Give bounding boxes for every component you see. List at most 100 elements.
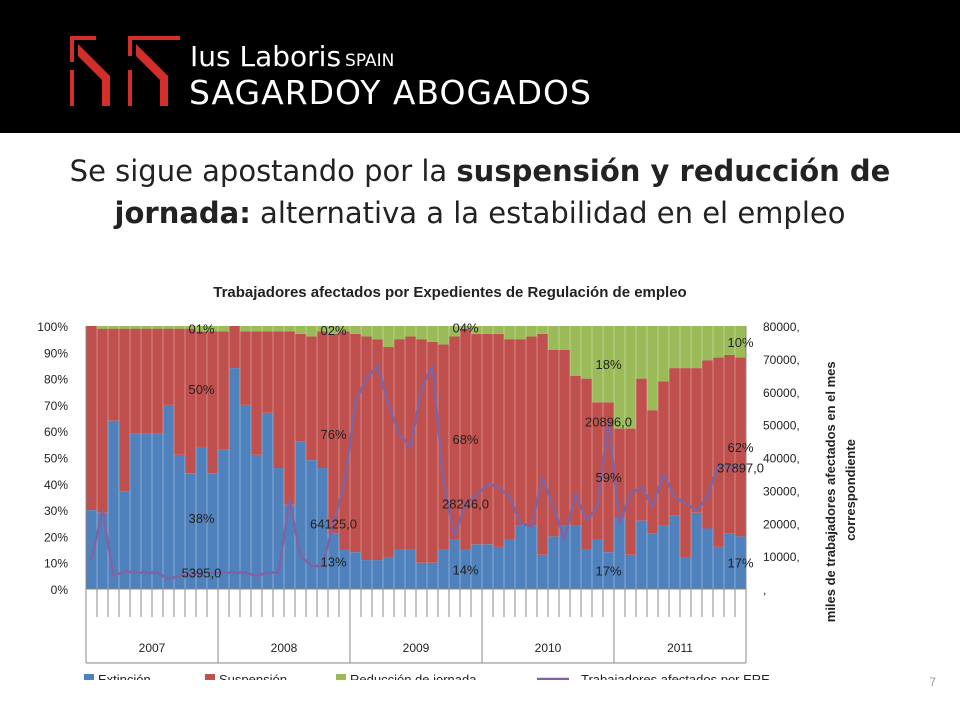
bar-reduccion bbox=[174, 326, 185, 329]
bar-suspension bbox=[581, 378, 592, 550]
legend-label: Reducción de jornada bbox=[350, 672, 477, 680]
bar-reduccion bbox=[581, 326, 592, 379]
y-left-tick-label: 60% bbox=[44, 425, 68, 439]
y-right-tick-label: 60000, bbox=[763, 386, 800, 400]
bar-reduccion bbox=[284, 326, 295, 332]
bar-suspension bbox=[702, 360, 713, 529]
bar-reduccion bbox=[152, 326, 163, 329]
bar-suspension bbox=[724, 354, 735, 534]
bar-reduccion bbox=[482, 326, 493, 334]
bar-suspension bbox=[306, 336, 317, 461]
bar-suspension bbox=[97, 328, 108, 513]
bar-suspension bbox=[207, 331, 218, 474]
bar-suspension bbox=[625, 428, 636, 555]
bar-suspension bbox=[152, 328, 163, 434]
bar-reduccion bbox=[735, 326, 746, 358]
chart-title: Trabajadores afectados por Expedientes d… bbox=[213, 284, 686, 301]
bar-extincion bbox=[185, 473, 196, 589]
bar-suspension bbox=[262, 331, 273, 413]
bar-reduccion bbox=[526, 326, 537, 337]
y-right-tick-label: 80000, bbox=[763, 320, 800, 334]
bar-extincion bbox=[427, 562, 438, 589]
legend-swatch-suspension bbox=[205, 674, 215, 680]
bar-reduccion bbox=[350, 326, 361, 334]
y-left-tick-label: 90% bbox=[44, 346, 68, 360]
bar-suspension bbox=[108, 328, 119, 421]
bar-reduccion bbox=[383, 326, 394, 348]
bar-extincion bbox=[570, 525, 581, 589]
bar-reduccion bbox=[548, 326, 559, 350]
bar-suspension bbox=[383, 347, 394, 558]
bar-reduccion bbox=[658, 326, 669, 382]
data-label: 01% bbox=[188, 322, 214, 337]
y-right-tick-label: , bbox=[763, 583, 766, 597]
bar-extincion bbox=[537, 554, 548, 589]
bar-extincion bbox=[251, 454, 262, 589]
x-year-label: 2011 bbox=[667, 641, 693, 655]
bar-suspension bbox=[185, 328, 196, 474]
bar-extincion bbox=[339, 549, 350, 589]
bar-extincion bbox=[460, 549, 471, 589]
bar-extincion bbox=[658, 525, 669, 589]
x-year-label: 2007 bbox=[139, 641, 166, 655]
bar-reduccion bbox=[416, 326, 427, 340]
bar-extincion bbox=[372, 560, 383, 589]
bar-reduccion bbox=[669, 326, 680, 369]
bar-extincion bbox=[152, 433, 163, 589]
bar-extincion bbox=[515, 525, 526, 589]
bar-reduccion bbox=[537, 326, 548, 334]
legend-swatch-reduccion bbox=[336, 674, 346, 680]
bar-suspension bbox=[460, 328, 471, 550]
bar-reduccion bbox=[306, 326, 317, 337]
bar-reduccion bbox=[493, 326, 504, 334]
bar-extincion bbox=[361, 560, 372, 589]
bar-reduccion bbox=[119, 326, 130, 329]
bar-reduccion bbox=[647, 326, 658, 411]
brand-ius-laboris: Ius Laboris SPAIN bbox=[190, 40, 394, 73]
y-right-tick-label: 70000, bbox=[763, 353, 800, 367]
bar-reduccion bbox=[218, 326, 229, 332]
y-left-tick-label: 30% bbox=[44, 504, 68, 518]
bar-suspension bbox=[372, 339, 383, 561]
bar-suspension bbox=[218, 331, 229, 450]
data-label: 13% bbox=[320, 554, 346, 569]
bar-reduccion bbox=[339, 326, 350, 332]
y-right-label-line2: correspondiente bbox=[843, 439, 858, 541]
bar-reduccion bbox=[515, 326, 526, 340]
bar-extincion bbox=[702, 528, 713, 589]
bar-reduccion bbox=[405, 326, 416, 337]
data-label: 04% bbox=[452, 320, 478, 335]
bar-suspension bbox=[141, 328, 152, 434]
data-label: 68% bbox=[452, 432, 478, 447]
legend-swatch-extincion bbox=[84, 674, 94, 680]
bar-extincion bbox=[735, 536, 746, 589]
data-label: 28246,0 bbox=[442, 497, 489, 512]
bar-extincion bbox=[240, 404, 251, 589]
bar-reduccion bbox=[273, 326, 284, 332]
bar-extincion bbox=[647, 533, 658, 589]
bar-suspension bbox=[119, 328, 130, 492]
bar-extincion bbox=[691, 512, 702, 589]
bar-extincion bbox=[163, 404, 174, 589]
data-label: 10% bbox=[727, 335, 753, 350]
bar-suspension bbox=[735, 357, 746, 537]
y-left-tick-label: 100% bbox=[37, 320, 68, 334]
bar-suspension bbox=[196, 331, 207, 447]
bar-reduccion bbox=[185, 326, 196, 329]
bar-extincion bbox=[119, 491, 130, 589]
bar-reduccion bbox=[372, 326, 383, 340]
page-number: 7 bbox=[929, 675, 936, 689]
bar-reduccion bbox=[449, 326, 460, 337]
bar-extincion bbox=[680, 557, 691, 589]
bar-suspension bbox=[515, 339, 526, 526]
x-year-label: 2010 bbox=[535, 641, 562, 655]
bar-extincion bbox=[713, 546, 724, 589]
data-label: 17% bbox=[595, 564, 621, 579]
bar-reduccion bbox=[702, 326, 713, 361]
bar-suspension bbox=[427, 341, 438, 563]
bar-reduccion bbox=[108, 326, 119, 329]
y-left-tick-label: 50% bbox=[44, 452, 68, 466]
title-part2: alternativa a la estabilidad en el emple… bbox=[250, 196, 846, 230]
data-label: 17% bbox=[727, 556, 753, 571]
bar-suspension bbox=[526, 336, 537, 526]
